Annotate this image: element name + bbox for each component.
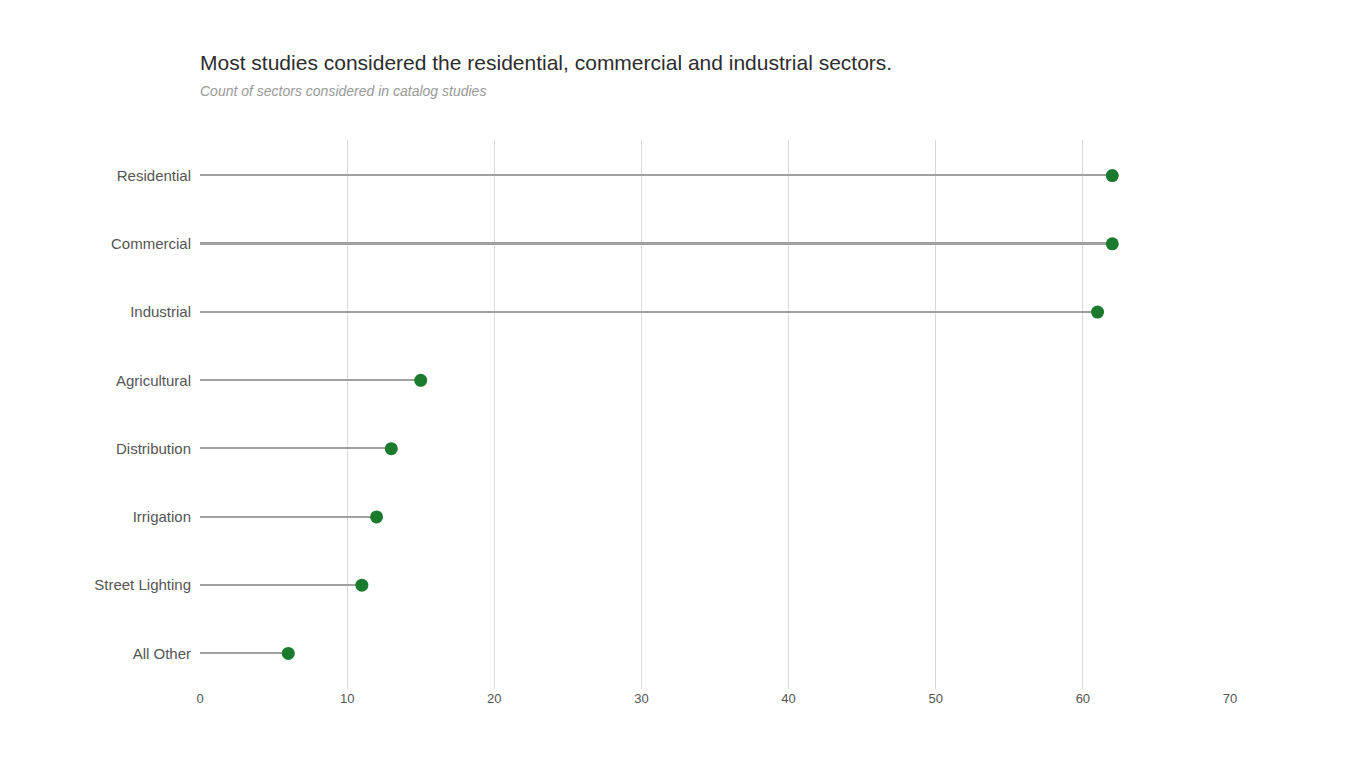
svg-text:Distribution: Distribution: [116, 440, 191, 457]
svg-text:0: 0: [196, 691, 203, 706]
svg-text:Industrial: Industrial: [130, 303, 191, 320]
svg-text:Street Lighting: Street Lighting: [94, 576, 191, 593]
svg-text:Irrigation: Irrigation: [133, 508, 191, 525]
svg-text:70: 70: [1223, 691, 1237, 706]
svg-text:50: 50: [928, 691, 942, 706]
svg-text:40: 40: [781, 691, 795, 706]
svg-text:30: 30: [634, 691, 648, 706]
svg-text:10: 10: [340, 691, 354, 706]
svg-text:Most studies considered the re: Most studies considered the residential,…: [200, 51, 892, 74]
svg-text:Agricultural: Agricultural: [116, 372, 191, 389]
svg-text:Commercial: Commercial: [111, 235, 191, 252]
svg-text:Residential: Residential: [117, 167, 191, 184]
svg-text:60: 60: [1076, 691, 1090, 706]
svg-text:Count of sectors considered in: Count of sectors considered in catalog s…: [200, 83, 486, 99]
svg-text:20: 20: [487, 691, 501, 706]
svg-text:All Other: All Other: [133, 645, 191, 662]
